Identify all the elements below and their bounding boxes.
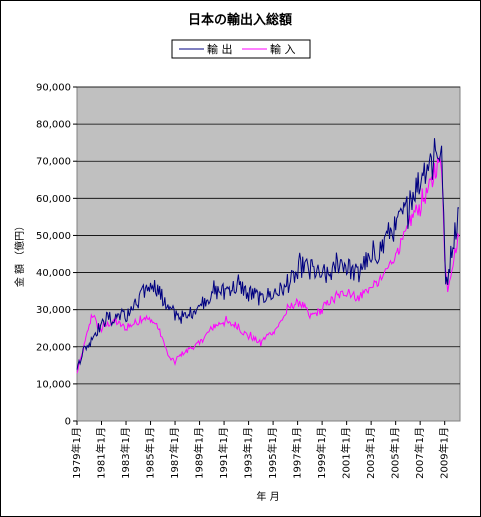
x-tick-label: 1993年1月 [242,427,255,479]
x-tick-label: 1979年1月 [70,427,83,479]
y-axis: 0 10,000 20,000 30,000 40,000 50,000 60,000 70,… [36,83,77,428]
series-layer [76,138,460,374]
x-tick-label: 1995年1月 [266,427,279,479]
x-tick-label: 2009年1月 [438,427,451,479]
x-tick-label: 1987年1月 [168,427,181,479]
y-tick-label: 20,000 [36,342,71,353]
y-tick-label: 90,000 [36,83,71,94]
x-tick-label: 2003年1月 [364,427,377,479]
plot-area [76,86,461,422]
x-tick-label: 1985年1月 [144,427,157,479]
y-tick-label: 40,000 [36,268,71,279]
x-axis: 1979年1月 1981年1月 1983年1月 1985年1月 1987年1月 1989年… [70,421,451,479]
y-tick-label: 50,000 [36,231,71,242]
x-tick-label: 1983年1月 [119,427,132,479]
y-tick-label: 10,000 [36,379,71,390]
x-tick-label: 1989年1月 [193,427,206,479]
y-tick-label: 70,000 [36,157,71,168]
legend-label-import: 輸 入 [270,42,296,56]
chart-title: 日本の輸出入総額 [188,12,292,28]
y-tick-label: 60,000 [36,194,71,205]
x-tick-label: 2001年1月 [340,427,353,479]
series-line-1 [76,156,460,374]
x-tick-label: 1999年1月 [315,427,328,479]
x-tick-label: 2007年1月 [413,427,426,479]
legend: 輸 出 輸 入 [171,39,311,59]
gridlines [77,86,460,385]
series-line-0 [76,138,460,370]
x-tick-label: 1991年1月 [217,427,230,479]
x-tick-label: 1981年1月 [95,427,108,479]
y-axis-label: 金 額 （億円） [13,221,26,287]
y-tick-label: 80,000 [36,120,71,131]
legend-label-export: 輸 出 [207,42,233,56]
legend-box [171,39,311,59]
x-tick-label: 2005年1月 [389,427,402,479]
y-tick-label: 0 [65,417,71,428]
x-axis-label: 年 月 [256,490,279,503]
y-tick-label: 30,000 [36,305,71,316]
x-tick-label: 1997年1月 [291,427,304,479]
